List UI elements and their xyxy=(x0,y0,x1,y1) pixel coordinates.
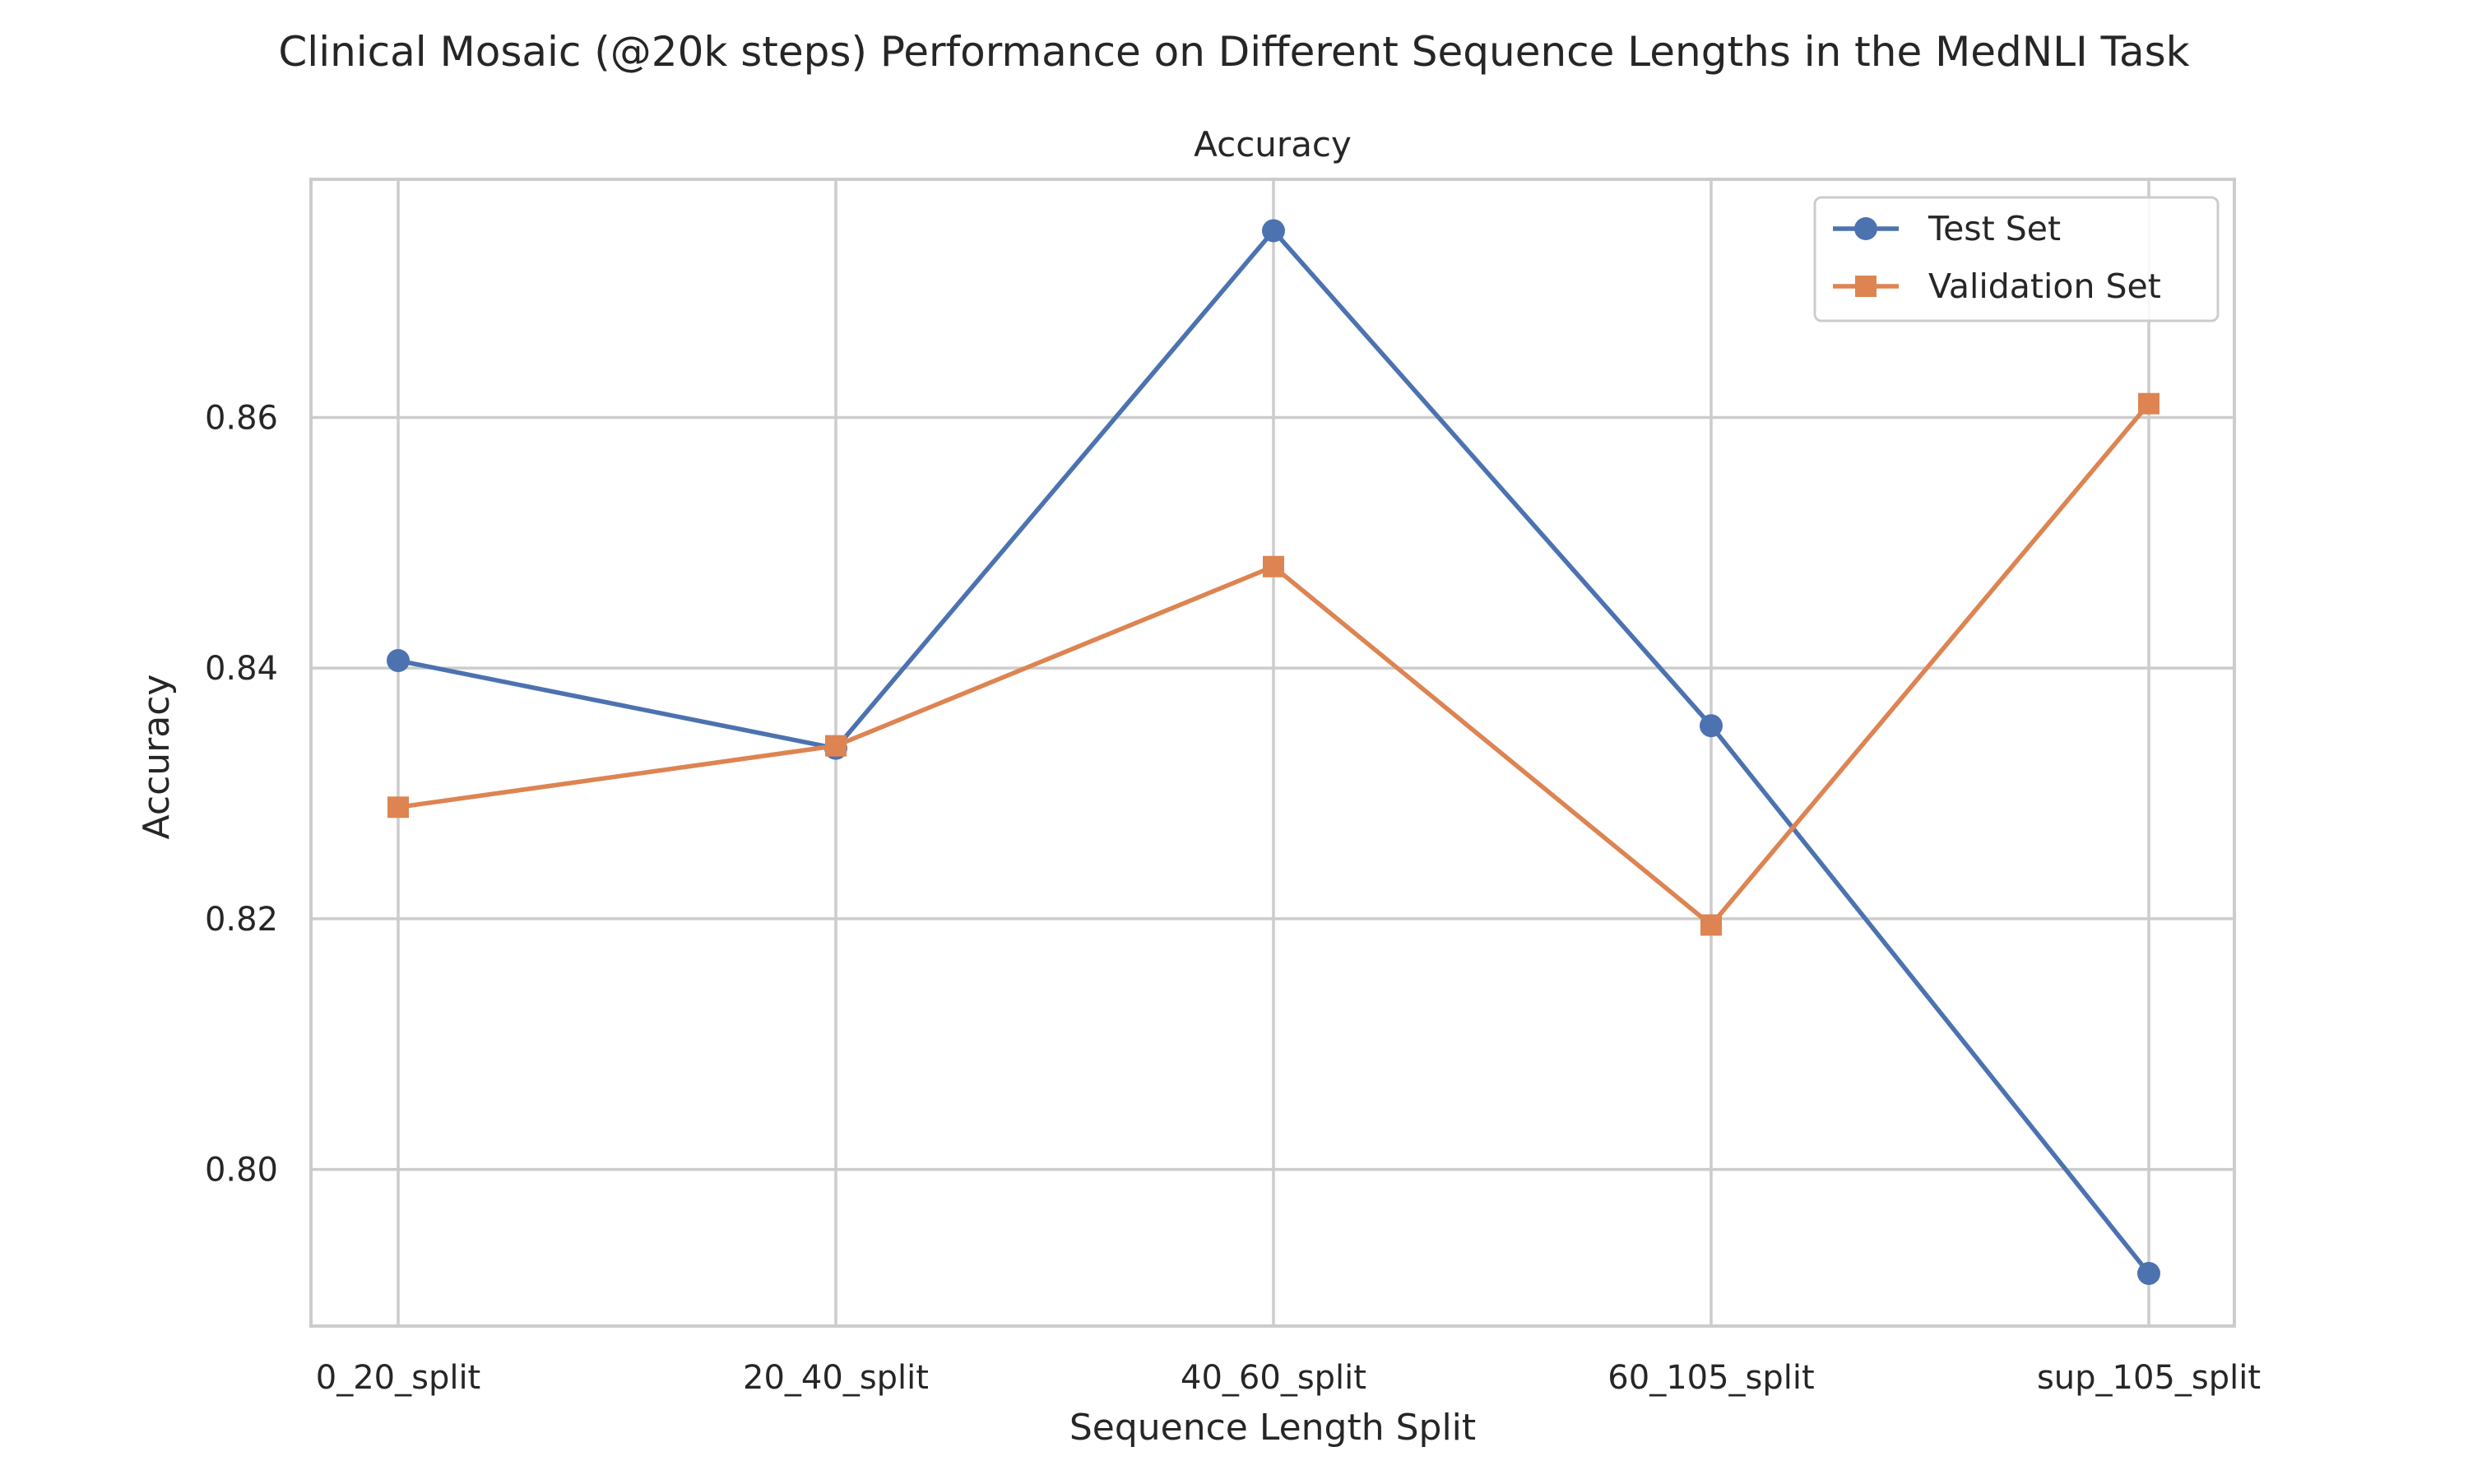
square-marker-icon xyxy=(1855,276,1877,297)
series-validation-set xyxy=(387,392,2160,936)
legend: Test Set Validation Set xyxy=(1813,196,2220,322)
data-point xyxy=(1700,914,1722,936)
legend-label: Validation Set xyxy=(1928,267,2161,306)
y-axis-label: Accuracy xyxy=(136,675,178,840)
y-tick-label: 0.80 xyxy=(205,1152,278,1190)
data-series xyxy=(387,219,2160,1286)
data-point xyxy=(1263,555,1284,577)
data-point xyxy=(387,796,409,819)
x-tick-label: sup_105_split xyxy=(2037,1359,2261,1397)
data-point xyxy=(2137,1262,2160,1286)
x-tick-label: 0_20_split xyxy=(316,1359,481,1397)
data-point xyxy=(1262,219,1285,243)
x-tick-label: 60_105_split xyxy=(1607,1359,1814,1397)
legend-box xyxy=(1813,196,2220,322)
x-axis-label: Sequence Length Split xyxy=(1069,1407,1476,1449)
figure-title: Clinical Mosaic (@20k steps) Performance… xyxy=(278,28,2189,76)
x-tick-label: 40_60_split xyxy=(1181,1359,1366,1397)
data-point xyxy=(387,649,410,673)
plot-title: Accuracy xyxy=(1194,124,1352,165)
plot-area-frame xyxy=(309,178,2236,1328)
y-tick-label: 0.84 xyxy=(205,650,278,688)
y-axis-ticks: 0.80 0.82 0.84 0.86 xyxy=(205,399,278,1189)
gridlines xyxy=(311,179,2234,1326)
data-point xyxy=(2138,392,2160,415)
circle-marker-icon xyxy=(1854,217,1877,240)
y-tick-label: 0.82 xyxy=(205,901,278,939)
y-tick-label: 0.86 xyxy=(205,399,278,437)
x-axis-ticks: 0_20_split 20_40_split 40_60_split 60_105_s… xyxy=(316,1359,2261,1397)
data-point xyxy=(1700,714,1723,738)
x-tick-label: 20_40_split xyxy=(743,1359,929,1397)
data-point xyxy=(825,735,847,757)
legend-label: Test Set xyxy=(1928,209,2061,248)
